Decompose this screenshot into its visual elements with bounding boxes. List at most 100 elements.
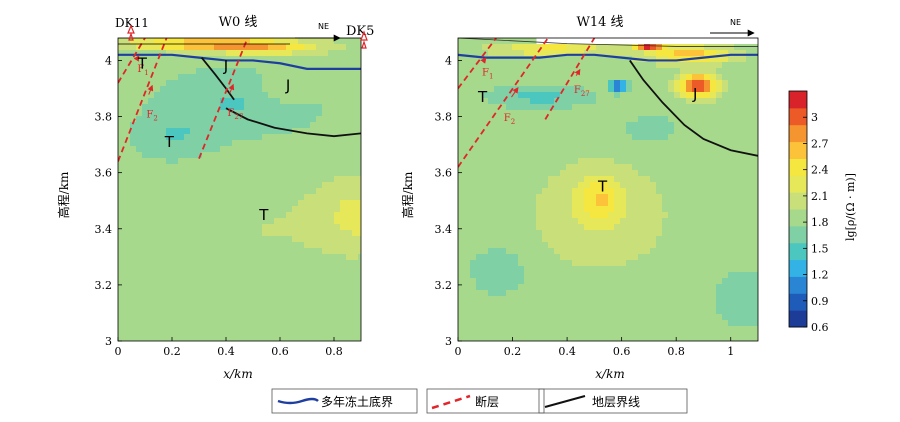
field-cell	[172, 332, 179, 339]
field-cell	[656, 62, 663, 69]
field-cell	[578, 266, 585, 273]
field-cell	[716, 134, 723, 141]
field-cell	[620, 122, 627, 129]
field-cell	[178, 44, 185, 51]
field-cell	[476, 338, 483, 341]
field-cell	[310, 164, 317, 171]
field-cell	[626, 128, 633, 135]
field-cell	[500, 44, 507, 51]
field-cell	[358, 152, 361, 159]
field-cell	[316, 164, 323, 171]
field-cell	[656, 140, 663, 147]
field-cell	[602, 332, 609, 339]
field-cell	[482, 86, 489, 93]
field-cell	[256, 74, 263, 81]
field-cell	[118, 254, 125, 261]
field-cell	[220, 92, 227, 99]
field-cell	[298, 290, 305, 297]
field-cell	[238, 170, 245, 177]
field-cell	[620, 284, 627, 291]
field-cell	[298, 296, 305, 303]
field-cell	[512, 296, 519, 303]
field-cell	[506, 200, 513, 207]
field-cell	[286, 116, 293, 123]
field-cell	[608, 44, 615, 51]
field-cell	[530, 122, 537, 129]
field-cell	[704, 176, 711, 183]
field-cell	[458, 128, 465, 135]
field-cell	[602, 164, 609, 171]
field-cell	[458, 218, 465, 225]
field-cell	[536, 320, 543, 327]
field-cell	[334, 188, 341, 195]
field-cell	[310, 296, 317, 303]
overlay-lines-w0	[118, 38, 361, 162]
field-cell	[286, 230, 293, 237]
field-cell	[232, 146, 239, 153]
field-cell	[722, 326, 729, 333]
field-cell	[274, 242, 281, 249]
field-cell	[632, 302, 639, 309]
colorbar-swatch	[789, 209, 807, 227]
field-cell	[328, 230, 335, 237]
field-cell	[704, 284, 711, 291]
field-cell	[160, 290, 167, 297]
field-cell	[166, 44, 173, 51]
field-cell	[334, 236, 341, 243]
field-cell	[506, 302, 513, 309]
field-cell	[476, 224, 483, 231]
field-cell	[166, 182, 173, 189]
field-cell	[608, 110, 615, 117]
field-cell	[620, 290, 627, 297]
field-cell	[536, 92, 543, 99]
field-cell	[160, 128, 167, 135]
field-cell	[668, 74, 675, 81]
field-cell	[172, 50, 179, 57]
field-cell	[494, 314, 501, 321]
field-cell	[734, 122, 741, 129]
field-cell	[214, 332, 221, 339]
field-cell	[554, 50, 561, 57]
field-cell	[244, 68, 251, 75]
field-cell	[298, 98, 305, 105]
field-cell	[542, 218, 549, 225]
field-cell	[524, 284, 531, 291]
field-cell	[458, 170, 465, 177]
field-cell	[256, 140, 263, 147]
field-cell	[488, 260, 495, 267]
field-cell	[470, 332, 477, 339]
field-cell	[728, 98, 735, 105]
field-cell	[470, 92, 477, 99]
field-cell	[734, 308, 741, 315]
field-cell	[572, 218, 579, 225]
field-cell	[256, 68, 263, 75]
field-cell	[136, 302, 143, 309]
field-cell	[626, 230, 633, 237]
field-cell	[458, 182, 465, 189]
direction-indicator-w14: NE	[710, 18, 755, 37]
field-cell	[512, 326, 519, 333]
field-cell	[244, 86, 251, 93]
field-cell	[680, 122, 687, 129]
field-cell	[644, 122, 651, 129]
field-cell	[626, 104, 633, 111]
field-cell	[662, 266, 669, 273]
field-cell	[232, 68, 239, 75]
field-cell	[614, 98, 621, 105]
field-cell	[716, 272, 723, 279]
field-cell	[322, 332, 329, 339]
field-cell	[184, 128, 191, 135]
field-cell	[190, 266, 197, 273]
field-cell	[692, 200, 699, 207]
field-cell	[124, 284, 131, 291]
station-icon-dk11	[127, 24, 135, 41]
field-cell	[578, 278, 585, 285]
field-cell	[590, 212, 597, 219]
field-cell	[250, 200, 257, 207]
field-cell	[656, 278, 663, 285]
field-cell	[500, 224, 507, 231]
field-cell	[464, 278, 471, 285]
field-cell	[340, 326, 347, 333]
field-cell	[166, 164, 173, 171]
field-cell	[614, 212, 621, 219]
